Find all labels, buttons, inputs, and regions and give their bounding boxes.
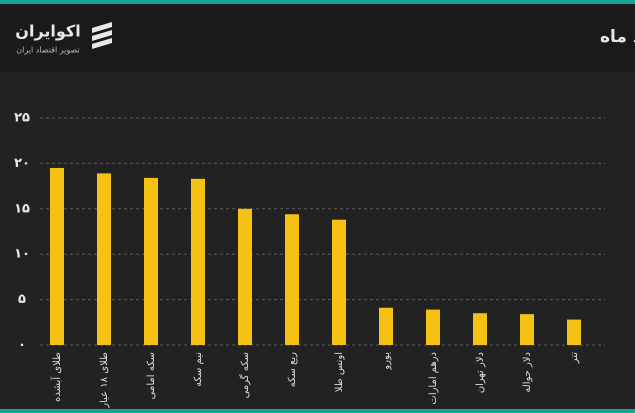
bar (473, 313, 487, 345)
y-tick-label: ۱۰ (14, 247, 30, 262)
x-tick-label: سکه امامی (146, 352, 157, 399)
x-tick-label: دلار حواله (522, 352, 533, 393)
y-tick-label: ۲۵ (14, 111, 30, 126)
x-tick-label: تتر (569, 352, 580, 365)
x-tick-label: نیم سکه (193, 352, 204, 387)
x-tick-label: دلار تهران (475, 352, 486, 393)
x-tick-label: اونس طلا (334, 352, 345, 392)
x-tick-label: یورو (381, 352, 392, 371)
x-tick-label: سکه گرمی (239, 352, 251, 398)
logo-mark (92, 22, 112, 49)
brand-name: اکوایران (15, 22, 80, 41)
x-tick-label: طلای ۱۸ عیار (99, 352, 110, 409)
bar (144, 177, 158, 345)
bar (567, 319, 581, 345)
brand-tagline: تصویر اقتصاد ایران (16, 46, 79, 55)
bar (426, 309, 440, 345)
bar (191, 178, 205, 345)
y-tick-label: ۰ (18, 338, 26, 353)
x-tick-label: درهم امارات (428, 352, 439, 405)
x-tick-label: ربع سکه (287, 352, 298, 388)
bottom-strip (0, 409, 635, 413)
bar (332, 219, 346, 345)
y-tick-label: ۱۵ (14, 201, 30, 216)
top-strip (0, 0, 635, 4)
bar (520, 314, 534, 345)
logo-icon (92, 22, 112, 49)
bar (238, 208, 252, 345)
bar (285, 214, 299, 345)
chart-title: بازدهی بازارها در مرداد ماه (600, 27, 635, 47)
y-tick-label: ۵ (18, 292, 26, 307)
bar (97, 173, 111, 345)
y-tick-label: ۲۰ (14, 156, 30, 171)
bar (50, 167, 64, 345)
x-tick-label: طلای آبشده (50, 352, 63, 402)
bar (379, 307, 393, 345)
